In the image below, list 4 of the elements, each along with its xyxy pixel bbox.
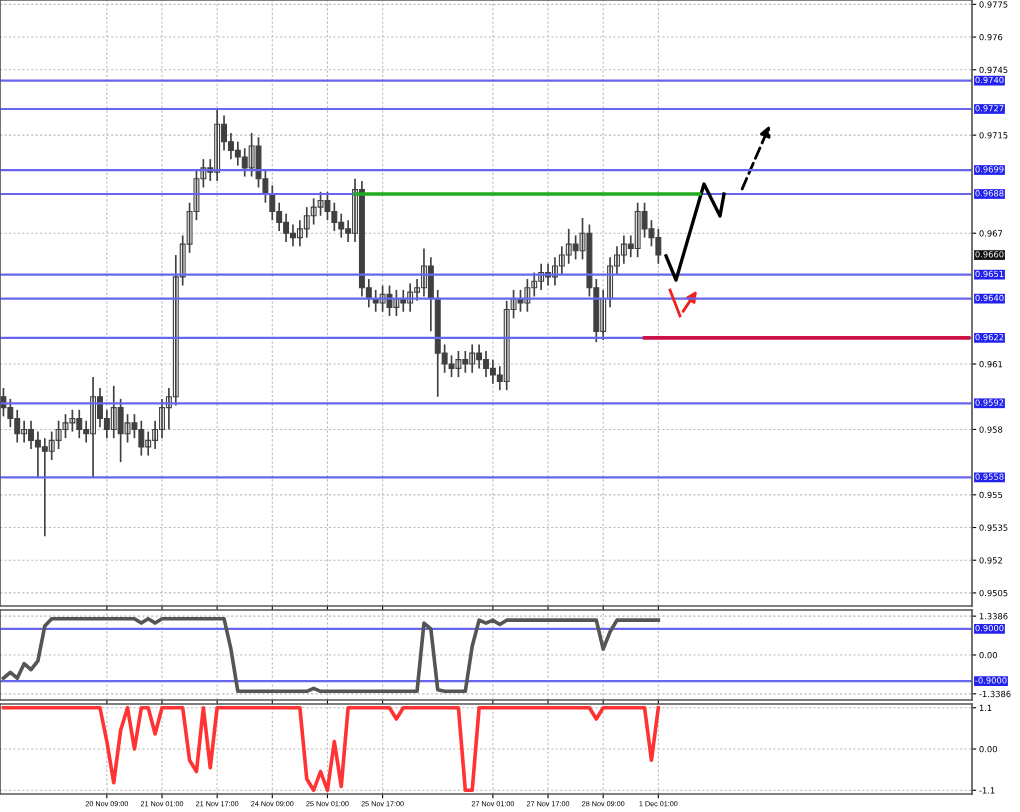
line-series (1, 616, 661, 694)
line-series (1, 705, 661, 793)
candlestick (317, 190, 324, 217)
candlestick (69, 408, 76, 433)
